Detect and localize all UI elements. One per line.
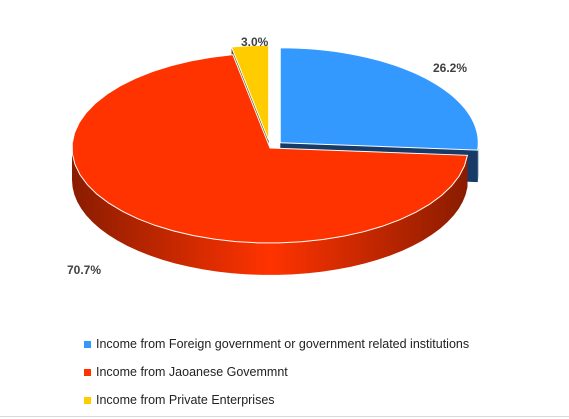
pie-chart-plot: 26.2% 70.7% 3.0%: [67, 35, 479, 277]
pie-side-japanese: [72, 148, 468, 275]
legend-swatch-japanese: [84, 368, 91, 376]
pie-side-foreign: [477, 142, 479, 183]
pie-slice-foreign: [279, 47, 479, 151]
legend-item-japanese: Income from Jaoanese Govemmnt: [84, 358, 469, 386]
bottom-divider: [0, 416, 569, 417]
pie-slice-private: [230, 44, 270, 141]
legend-label-private: Income from Private Enterprises: [96, 393, 275, 407]
chart-legend: Income from Foreign government or govern…: [84, 330, 469, 414]
pie-label-japanese: 70.7%: [67, 263, 101, 277]
legend-label-foreign: Income from Foreign government or govern…: [96, 337, 470, 351]
pie-label-foreign: 26.2%: [433, 61, 467, 75]
pie-label-private: 3.0%: [241, 35, 269, 49]
legend-item-foreign: Income from Foreign government or govern…: [84, 330, 469, 358]
legend-item-private: Income from Private Enterprises: [84, 386, 469, 414]
legend-swatch-foreign: [84, 340, 91, 348]
pie-data-labels: 26.2% 70.7% 3.0%: [67, 35, 467, 277]
pie-slice-japanese: [71, 54, 469, 244]
legend-label-japanese: Income from Jaoanese Govemmnt: [96, 365, 288, 379]
pie-tops: [71, 44, 479, 244]
legend-swatch-private: [84, 396, 91, 404]
